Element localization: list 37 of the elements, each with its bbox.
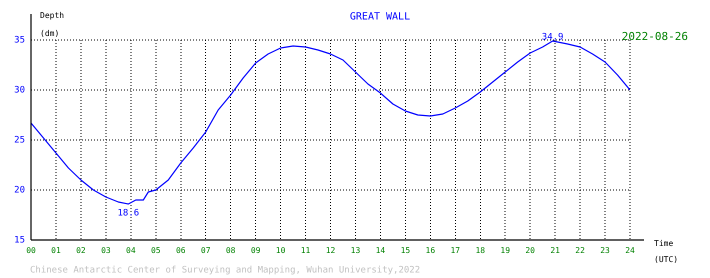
x-tick-label: 02 bbox=[76, 246, 86, 255]
x-tick-label: 04 bbox=[126, 246, 136, 255]
x-tick-label: 07 bbox=[200, 246, 211, 255]
y-tick-label: 20 bbox=[14, 185, 25, 196]
x-tick-label: 23 bbox=[600, 246, 610, 255]
y-tick-label: 30 bbox=[14, 85, 25, 96]
y-tick-label: 35 bbox=[14, 35, 25, 46]
x-tick-label: 13 bbox=[350, 246, 360, 255]
x-tick-label: 08 bbox=[226, 246, 236, 255]
x-tick-label: 17 bbox=[450, 246, 460, 255]
x-tick-label: 14 bbox=[376, 246, 386, 255]
x-tick-label: 18 bbox=[475, 246, 486, 255]
x-tick-label: 05 bbox=[150, 246, 161, 255]
x-tick-label: 21 bbox=[550, 246, 560, 255]
x-tick-label: 00 bbox=[26, 246, 36, 255]
x-tick-label: 11 bbox=[300, 246, 311, 255]
text: Chinese Antarctic Center of Surveying and Mapping, Wuhan University,2022 bbox=[30, 265, 420, 276]
x-tick-label: 15 bbox=[400, 246, 410, 255]
x-tick-label: 01 bbox=[51, 246, 61, 255]
y-axis-title: Depth (dm) bbox=[40, 11, 64, 38]
x-tick-label: 03 bbox=[101, 246, 111, 255]
x-tick-label: 20 bbox=[525, 246, 536, 255]
x-tick-label: 24 bbox=[625, 246, 635, 255]
x-tick-label: 09 bbox=[250, 246, 261, 255]
x-axis-title: Time (UTC) bbox=[654, 239, 678, 264]
text: 2022-08-26 bbox=[622, 30, 688, 43]
chart-title: GREAT WALL bbox=[350, 12, 410, 23]
x-tick-label: 06 bbox=[176, 246, 186, 255]
annotation: 34.9 bbox=[542, 32, 564, 42]
x-tick-label: 10 bbox=[276, 246, 286, 255]
y-tick-label: 25 bbox=[14, 135, 25, 146]
x-tick-label: 19 bbox=[500, 246, 510, 255]
x-tick-label: 12 bbox=[326, 246, 336, 255]
annotation: 18.6 bbox=[117, 208, 140, 218]
y-tick-label: 15 bbox=[14, 235, 25, 246]
x-tick-label: 22 bbox=[575, 246, 586, 255]
x-tick-label: 16 bbox=[426, 246, 436, 255]
